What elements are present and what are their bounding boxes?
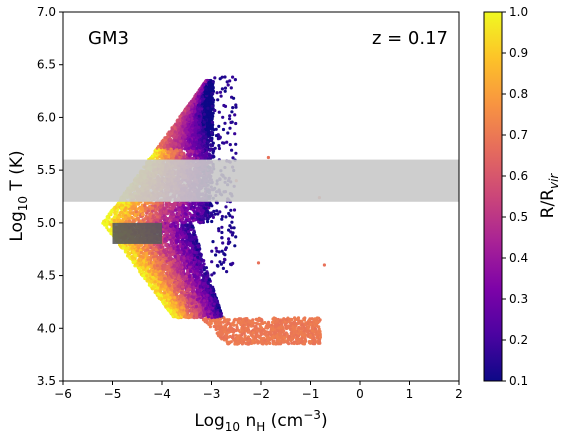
data-point (136, 202, 140, 206)
data-point (202, 268, 206, 272)
data-point (222, 316, 226, 320)
data-point (172, 230, 176, 234)
data-point (126, 254, 130, 258)
data-point (105, 226, 109, 230)
data-point (163, 239, 167, 244)
data-point (211, 215, 215, 219)
data-point (144, 214, 148, 218)
data-point (275, 319, 279, 323)
data-point (211, 141, 215, 145)
data-point (165, 271, 169, 275)
data-point (181, 228, 185, 232)
data-point (254, 321, 258, 325)
data-point (285, 332, 289, 336)
data-point (127, 219, 132, 223)
data-point (302, 318, 307, 322)
data-point (281, 339, 285, 343)
data-point (210, 219, 214, 224)
scatter-points (101, 75, 326, 346)
data-point (290, 341, 294, 345)
data-point (180, 203, 185, 207)
data-point (209, 211, 213, 215)
data-point (141, 270, 145, 274)
